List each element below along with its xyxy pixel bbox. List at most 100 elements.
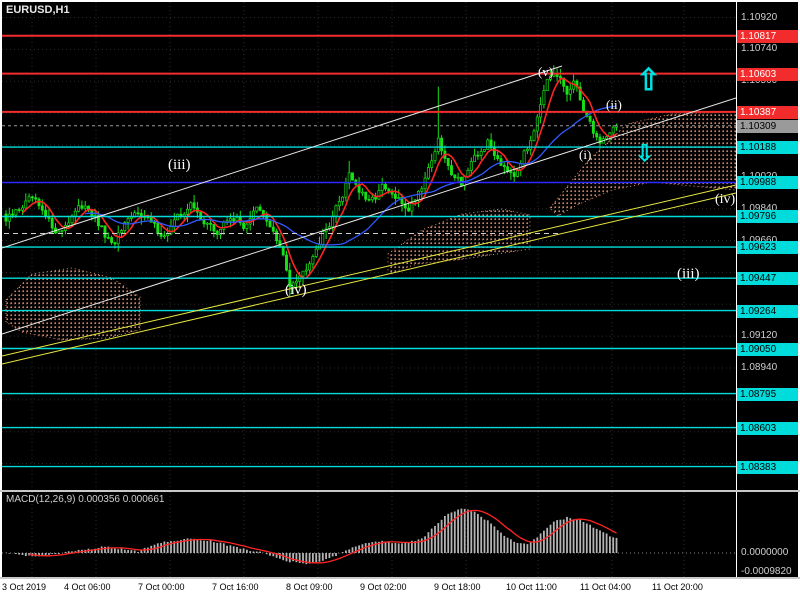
candle-body <box>377 190 381 200</box>
candle-body <box>370 196 374 201</box>
candle-body <box>265 214 269 222</box>
trendline[interactable] <box>2 184 736 357</box>
candle-body <box>209 222 213 225</box>
candle-body <box>232 218 236 222</box>
candle-body <box>502 165 506 168</box>
candle-body <box>397 197 401 199</box>
candle-body <box>57 230 61 234</box>
candle-body <box>149 217 153 223</box>
macd-pane[interactable]: MACD(12,26,9) 0.000356 0.000661 <box>2 492 736 577</box>
trendline[interactable] <box>2 192 736 365</box>
ichimoku-cloud <box>387 208 531 275</box>
candle-body <box>314 248 318 257</box>
candle-body <box>558 76 562 79</box>
candle-body <box>453 174 457 178</box>
macd-axis-label: -0.0009820 <box>741 566 792 577</box>
candle-body <box>479 151 483 156</box>
candle-body <box>591 120 595 134</box>
pane-splitter[interactable] <box>0 490 800 492</box>
candle-body <box>215 230 219 235</box>
candle-body <box>245 223 249 229</box>
candle-body <box>30 196 34 199</box>
candle-body <box>568 88 572 95</box>
time-axis-label: 7 Oct 16:00 <box>212 582 259 592</box>
candle-body <box>120 230 123 234</box>
time-axis-label: 4 Oct 06:00 <box>64 582 111 592</box>
candle-body <box>440 137 444 152</box>
price-level-label: 1.09623 <box>737 241 798 254</box>
candle-body <box>347 172 351 184</box>
candle-body <box>420 188 424 192</box>
candle-body <box>532 130 536 141</box>
candle-body <box>400 197 404 205</box>
price-chart-canvas <box>2 2 736 490</box>
candle-body <box>367 198 371 201</box>
price-level-label: 1.08795 <box>737 388 798 401</box>
candle-body <box>410 201 414 212</box>
ma-slow-line <box>85 105 617 246</box>
candle-body <box>34 197 38 200</box>
candle-body <box>588 116 592 122</box>
candle-body <box>189 202 193 210</box>
price-axis-grid-label: 1.10740 <box>741 43 778 54</box>
candle-body <box>489 139 493 149</box>
candle-body <box>417 190 420 201</box>
candle-body <box>205 222 209 225</box>
candle-body <box>387 188 391 192</box>
time-axis-label: 10 Oct 11:00 <box>506 582 557 592</box>
trendline[interactable] <box>2 97 736 335</box>
time-axis-label: 9 Oct 18:00 <box>434 582 481 592</box>
candle-body <box>291 282 295 287</box>
candle-body <box>281 245 285 256</box>
candle-body <box>275 230 279 242</box>
trendline[interactable] <box>2 65 563 249</box>
candle-body <box>483 149 486 152</box>
candle-body <box>166 233 170 237</box>
time-axis-label: 3 Oct 2019 <box>2 582 47 592</box>
candle-body <box>136 212 140 215</box>
candle-body <box>549 75 552 80</box>
candle-body <box>473 154 477 162</box>
time-axis-label: 11 Oct 04:00 <box>580 582 631 592</box>
candle-body <box>103 225 107 238</box>
price-axis-grid-label: 1.08940 <box>741 362 778 373</box>
price-chart-pane[interactable]: (iii) (iv) (v) (ii) (i) (iv) (iii) ⇧ ⇩ EURUSD,H1 <box>2 2 736 490</box>
price-level-label: 1.08383 <box>737 461 798 474</box>
price-axis[interactable]: 1.109201.107401.105601.100201.098401.096… <box>737 2 798 577</box>
candle-body <box>509 171 513 174</box>
candle-body <box>40 205 44 211</box>
time-axis-label: 11 Oct 20:00 <box>652 582 703 592</box>
time-axis-label: 8 Oct 09:00 <box>286 582 333 592</box>
candle-body <box>172 219 176 227</box>
candle-body <box>525 148 529 152</box>
ichimoku-cloud <box>549 111 736 217</box>
candle-body <box>456 176 460 179</box>
candle-body <box>496 155 500 159</box>
ma-fast-line <box>21 77 617 279</box>
candle-body <box>7 213 11 222</box>
price-level-label: 1.10817 <box>737 30 798 43</box>
macd-canvas <box>2 492 736 577</box>
candle-body <box>219 229 222 236</box>
candle-body <box>11 213 15 216</box>
candle-body <box>331 215 335 228</box>
candle-body <box>595 133 599 138</box>
candle-body <box>446 158 450 166</box>
candle-body <box>235 217 239 222</box>
candle-body <box>60 230 64 232</box>
candle-body <box>492 147 496 156</box>
candle-body <box>50 217 54 229</box>
bid-price-label: 1.10309 <box>737 120 798 133</box>
price-axis-grid-label: 1.09660 <box>741 235 777 247</box>
macd-signal-line <box>29 509 617 564</box>
time-axis[interactable]: 3 Oct 2019 4 Oct 06:00 7 Oct 00:00 7 Oct 16… <box>0 579 800 600</box>
candle-body <box>100 225 104 228</box>
candle-body <box>242 222 246 229</box>
price-level-label: 1.09447 <box>737 272 798 285</box>
candle-body <box>582 99 585 112</box>
candle-body <box>542 90 546 106</box>
candle-body <box>351 172 354 181</box>
candle-body <box>522 150 526 165</box>
candle-body <box>426 167 430 179</box>
